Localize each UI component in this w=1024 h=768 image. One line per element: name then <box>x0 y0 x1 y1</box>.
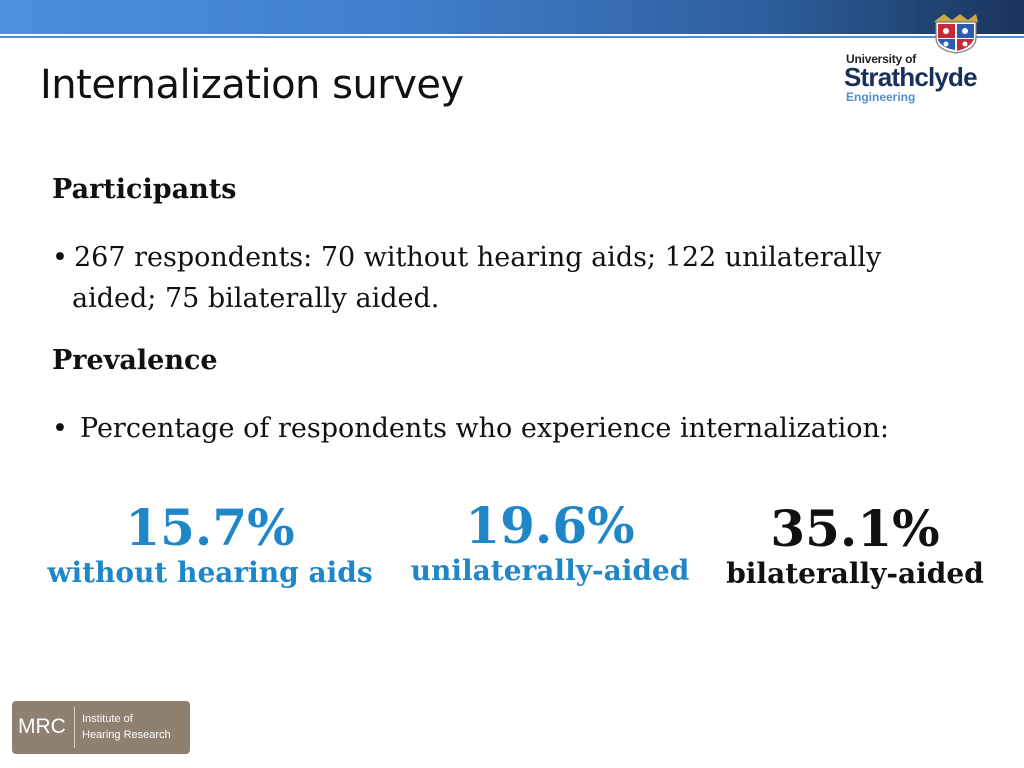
participants-bullet: • 267 respondents: 70 without hearing ai… <box>52 237 952 319</box>
stat-label: unilaterally-aided <box>410 554 690 587</box>
stat-label: bilaterally-aided <box>726 557 984 590</box>
logo-line-2: Strathclyde <box>844 62 978 92</box>
participants-bullet-line-2: aided; 75 bilaterally aided. <box>72 283 440 314</box>
stat-unilateral: 19.6% unilaterally-aided <box>390 498 710 588</box>
mrc-abbr: MRC <box>18 715 66 738</box>
bullet-marker: • <box>52 413 68 444</box>
header-rule <box>0 36 1024 38</box>
mrc-divider <box>74 707 75 748</box>
mrc-logo: MRC Institute of Hearing Research <box>12 701 190 754</box>
mrc-line-1: Institute of <box>82 713 133 725</box>
stat-value: 15.7% <box>125 498 295 557</box>
participants-bullet-line-1: 267 respondents: 70 without hearing aids… <box>74 242 882 273</box>
logo-line-1: University of <box>846 52 917 66</box>
mrc-line-2: Hearing Research <box>82 729 171 741</box>
prevalence-bullet: • Percentage of respondents who experien… <box>52 408 972 449</box>
stat-value: 35.1% <box>770 499 940 558</box>
participants-heading: Participants <box>52 174 237 205</box>
mrc-institute-text: Institute of Hearing Research <box>82 711 171 743</box>
logo-line-3: Engineering <box>846 90 916 104</box>
bullet-marker: • <box>52 242 68 273</box>
header-bar <box>0 0 1024 34</box>
university-crest-icon <box>934 14 978 54</box>
stat-bilateral: 35.1% bilaterally-aided <box>710 501 1000 591</box>
stat-label: without hearing aids <box>47 556 373 589</box>
stat-value: 19.6% <box>465 496 635 555</box>
slide-title: Internalization survey <box>40 62 464 108</box>
prevalence-heading: Prevalence <box>52 345 218 376</box>
university-logo: University of Strathclyde Engineering <box>842 12 992 110</box>
stat-without-aids: 15.7% without hearing aids <box>40 500 380 590</box>
prevalence-bullet-text: Percentage of respondents who experience… <box>80 413 890 444</box>
